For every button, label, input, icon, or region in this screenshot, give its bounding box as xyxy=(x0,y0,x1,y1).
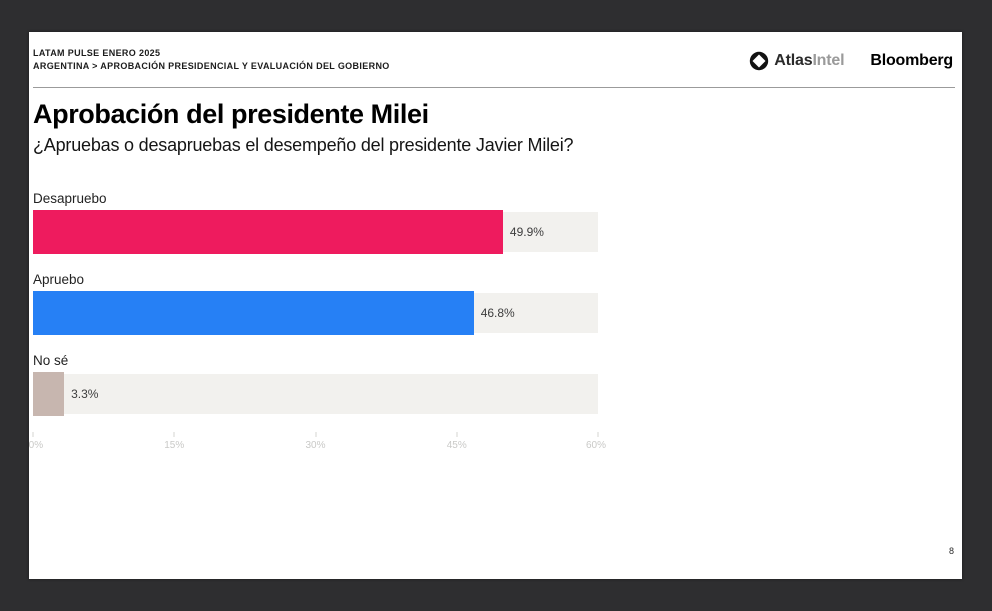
axis-tick-label: 15% xyxy=(164,440,185,451)
brand-logos: AtlasIntel Bloomberg xyxy=(749,51,955,71)
atlasintel-logo: AtlasIntel xyxy=(749,51,845,71)
survey-question: ¿Apruebas o desapruebas el desempeño del… xyxy=(33,135,574,155)
report-breadcrumb: LATAM PULSE ENERO 2025 ARGENTINA > APROB… xyxy=(33,47,390,73)
bar-label: Desapruebo xyxy=(33,191,107,206)
axis-tick-label: 0% xyxy=(28,440,44,451)
presentation-slide: LATAM PULSE ENERO 2025 ARGENTINA > APROB… xyxy=(29,32,962,579)
axis-tick xyxy=(32,432,34,437)
bar-value: 46.8% xyxy=(480,306,515,320)
bloomberg-logo: Bloomberg xyxy=(870,52,953,69)
bar-value: 49.9% xyxy=(509,225,544,239)
axis-tick xyxy=(315,432,316,437)
breadcrumb: ARGENTINA > APROBACIÓN PRESIDENCIAL Y EV… xyxy=(33,61,390,71)
slide-header: LATAM PULSE ENERO 2025 ARGENTINA > APROB… xyxy=(33,47,955,73)
axis-tick-label: 30% xyxy=(305,440,326,451)
bar-fill-desapruebo xyxy=(33,210,503,254)
bar-label: Apruebo xyxy=(33,272,85,287)
axis-tick xyxy=(597,432,599,437)
axis-tick-label: 60% xyxy=(585,440,607,451)
axis-tick-label: 45% xyxy=(446,440,467,451)
header-divider xyxy=(33,87,955,88)
axis-tick xyxy=(456,432,458,437)
page-title: Aprobación del presidente Milei xyxy=(33,99,429,129)
bar-chart: Desapruebo 49.9% Apruebo 46.8% No sé 3.3… xyxy=(29,191,606,454)
atlasintel-wordmark-atlas: Atlas xyxy=(774,52,813,69)
bar-track: 46.8% xyxy=(33,291,598,335)
bar-group-desapruebo: Desapruebo 49.9% xyxy=(33,191,598,254)
bar-value: 3.3% xyxy=(71,387,99,401)
bar-label: No sé xyxy=(33,353,69,368)
atlasintel-wordmark-intel: Intel xyxy=(812,52,845,69)
page-number: 8 xyxy=(948,546,954,556)
x-axis: 0% 15% 30% 45% 60% xyxy=(29,432,606,454)
bar-group-no-se: No sé 3.3% xyxy=(33,353,598,416)
bar-track: 49.9% xyxy=(33,210,598,254)
bar-fill-apruebo xyxy=(33,291,474,335)
report-name: LATAM PULSE ENERO 2025 xyxy=(33,48,161,58)
bar-track: 3.3% xyxy=(33,372,598,416)
bar-fill-no-se xyxy=(33,372,65,416)
axis-tick xyxy=(173,432,175,437)
atlasintel-logo-icon xyxy=(749,51,769,71)
bar-group-apruebo: Apruebo 46.8% xyxy=(33,272,598,335)
